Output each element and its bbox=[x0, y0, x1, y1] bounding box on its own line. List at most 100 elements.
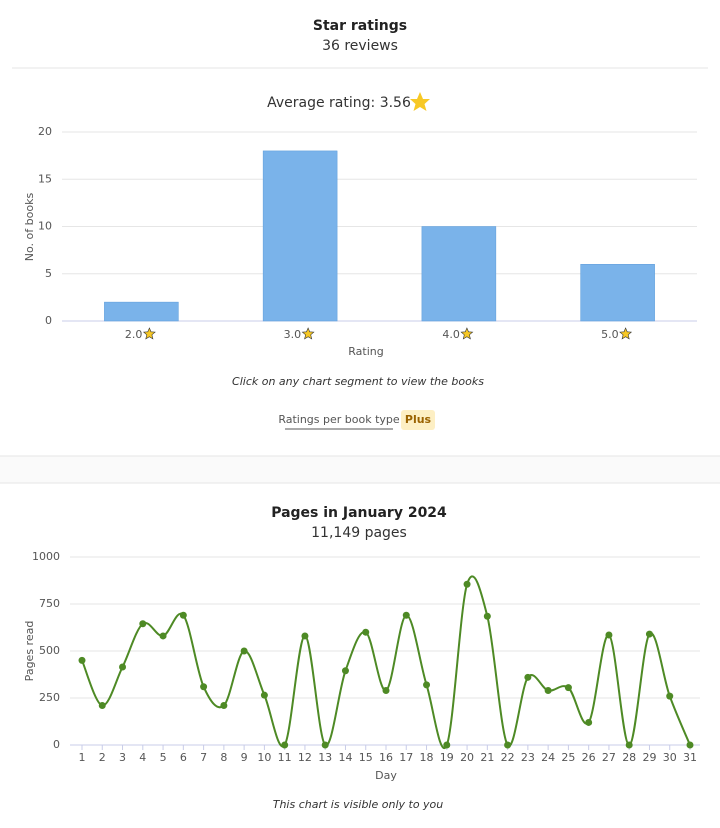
star-icon bbox=[142, 327, 156, 340]
star-icon bbox=[301, 327, 315, 340]
section-title: Star ratings bbox=[313, 18, 407, 34]
line bbox=[81, 575, 691, 749]
point bbox=[119, 663, 127, 671]
y-tick-label: 1000 bbox=[32, 550, 60, 563]
hint: Click on any chart segment to view the b… bbox=[232, 375, 484, 388]
star-icon bbox=[460, 327, 474, 340]
section-gap bbox=[0, 456, 720, 483]
x-tick-label: 17 bbox=[399, 751, 413, 764]
link[interactable]: Ratings per book type bbox=[278, 413, 400, 426]
x-tick-label: 22 bbox=[501, 751, 515, 764]
x-tick-label: 15 bbox=[359, 751, 373, 764]
x-tick-label: 12 bbox=[298, 751, 312, 764]
point bbox=[402, 611, 410, 619]
chart-title: Average rating: 3.56 bbox=[267, 95, 411, 111]
star-icon bbox=[410, 92, 430, 111]
x-tick-label: 6 bbox=[180, 751, 187, 764]
y-tick-label: 0 bbox=[53, 738, 60, 751]
point bbox=[544, 686, 552, 694]
point bbox=[301, 632, 309, 640]
x-tick-label: 26 bbox=[582, 751, 596, 764]
badge-bg bbox=[401, 410, 435, 430]
point bbox=[483, 612, 491, 620]
x-tick-label: 7 bbox=[200, 751, 207, 764]
x-tick-label: 3 bbox=[119, 751, 126, 764]
point bbox=[564, 684, 572, 692]
x-tick-label: 19 bbox=[440, 751, 454, 764]
y-axis-label: Pages read bbox=[23, 621, 36, 682]
x-tick-label: 4.0 bbox=[442, 328, 460, 341]
x-tick-label: 13 bbox=[318, 751, 332, 764]
badge: Plus bbox=[405, 413, 432, 426]
y-tick-label: 750 bbox=[39, 597, 60, 610]
point bbox=[625, 741, 633, 749]
point bbox=[463, 580, 471, 588]
y-axis-label: No. of books bbox=[23, 193, 36, 262]
section-subtitle: 11,149 pages bbox=[311, 525, 407, 541]
point bbox=[139, 620, 147, 628]
x-tick-label: 29 bbox=[642, 751, 656, 764]
point bbox=[645, 630, 653, 638]
x-tick-label: 5 bbox=[160, 751, 167, 764]
point bbox=[605, 631, 613, 639]
x-tick-label: 23 bbox=[521, 751, 535, 764]
x-tick-label: 1 bbox=[79, 751, 86, 764]
x-tick-label: 20 bbox=[460, 751, 474, 764]
x-tick-label: 4 bbox=[139, 751, 146, 764]
point bbox=[78, 656, 86, 664]
y-tick-label: 250 bbox=[39, 691, 60, 704]
point bbox=[260, 691, 268, 699]
x-tick-label: 10 bbox=[257, 751, 271, 764]
x-tick-label: 27 bbox=[602, 751, 616, 764]
y-tick-label: 500 bbox=[39, 644, 60, 657]
point bbox=[504, 741, 512, 749]
point bbox=[443, 741, 451, 749]
x-tick-label: 14 bbox=[338, 751, 352, 764]
star-icon bbox=[619, 327, 633, 340]
point bbox=[382, 686, 390, 694]
y-tick-label: 15 bbox=[38, 172, 52, 185]
point bbox=[585, 718, 593, 726]
x-tick-label: 18 bbox=[420, 751, 434, 764]
point bbox=[362, 628, 370, 636]
x-tick-label: 24 bbox=[541, 751, 555, 764]
y-tick-label: 5 bbox=[45, 267, 52, 280]
point bbox=[220, 702, 228, 710]
x-tick-label: 31 bbox=[683, 751, 697, 764]
point bbox=[341, 667, 349, 675]
point bbox=[281, 741, 289, 749]
point bbox=[321, 741, 329, 749]
y-tick-label: 20 bbox=[38, 125, 52, 138]
point bbox=[686, 741, 694, 749]
x-tick-label: 3.0 bbox=[284, 328, 302, 341]
x-tick-label: 21 bbox=[480, 751, 494, 764]
x-tick-label: 28 bbox=[622, 751, 636, 764]
point bbox=[666, 692, 674, 700]
bar bbox=[580, 264, 655, 322]
section-title: Pages in January 2024 bbox=[271, 505, 447, 521]
x-axis-label: Day bbox=[375, 769, 397, 782]
point bbox=[98, 702, 106, 710]
point bbox=[179, 611, 187, 619]
x-tick-label: 11 bbox=[278, 751, 292, 764]
x-axis-label: Rating bbox=[348, 345, 383, 358]
x-tick-label: 16 bbox=[379, 751, 393, 764]
x-tick-label: 5.0 bbox=[601, 328, 619, 341]
section-subtitle: 36 reviews bbox=[322, 38, 398, 54]
point bbox=[423, 681, 431, 689]
point bbox=[200, 683, 208, 691]
point bbox=[240, 647, 248, 655]
hint: This chart is visible only to you bbox=[273, 798, 444, 811]
x-tick-label: 2 bbox=[99, 751, 106, 764]
x-tick-label: 2.0 bbox=[125, 328, 143, 341]
bar bbox=[262, 150, 338, 322]
point bbox=[159, 632, 167, 640]
bar bbox=[104, 301, 179, 322]
y-tick-label: 0 bbox=[45, 314, 52, 327]
x-tick-label: 30 bbox=[663, 751, 677, 764]
y-tick-label: 10 bbox=[38, 220, 52, 233]
x-tick-label: 25 bbox=[561, 751, 575, 764]
point bbox=[524, 673, 532, 681]
